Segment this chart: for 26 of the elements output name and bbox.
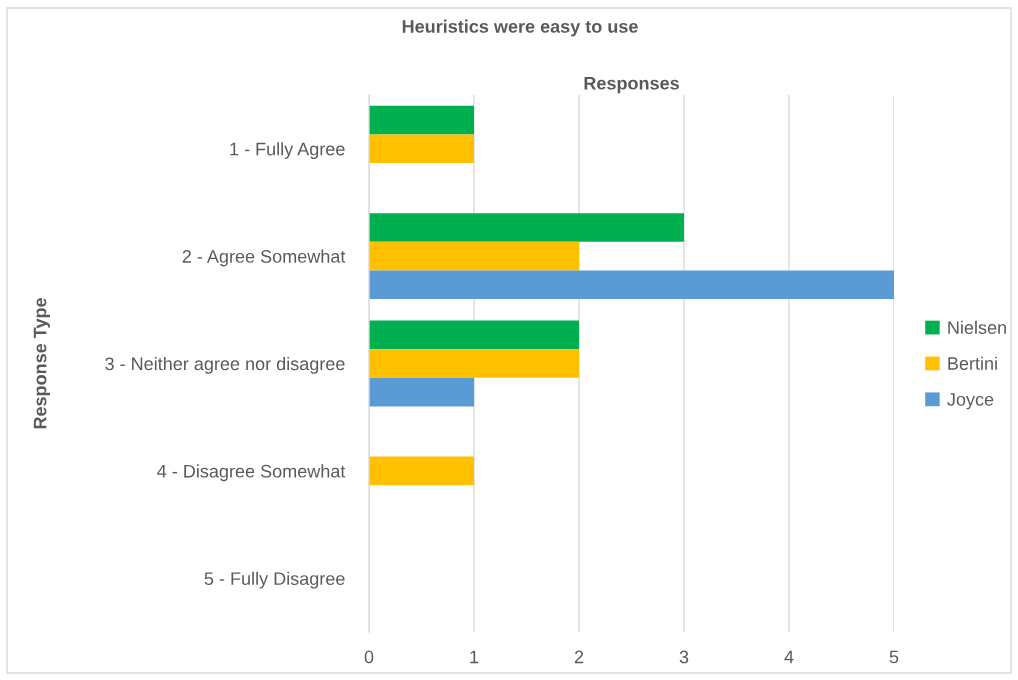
legend-label: Nielsen xyxy=(948,320,1006,335)
y-tick-label: 4 - Disagree Somewhat xyxy=(157,464,346,482)
chart-title: Heuristics were easy to use xyxy=(402,19,638,37)
y-axis-title: Response Type xyxy=(33,298,50,429)
bar xyxy=(369,134,474,164)
x-axis-title: Responses xyxy=(584,77,679,94)
bar xyxy=(369,213,684,242)
bar xyxy=(369,241,579,271)
legend-label: Bertini xyxy=(948,356,997,370)
x-tick-label: 3 xyxy=(679,650,689,664)
legend-label: Joyce xyxy=(947,393,994,410)
y-tick-label: 3 - Neither agree nor disagree xyxy=(105,356,345,374)
x-tick-label: 2 xyxy=(574,650,584,664)
bar xyxy=(369,320,579,350)
x-tick-label: 5 xyxy=(889,650,899,664)
bar xyxy=(369,456,474,486)
bar xyxy=(369,270,894,300)
bar xyxy=(369,349,579,378)
x-tick-label: 1 xyxy=(470,650,479,664)
x-tick-label: 4 xyxy=(784,650,794,664)
y-tick-label: 2 - Agree Somewhat xyxy=(182,249,346,267)
bar xyxy=(369,105,474,135)
y-tick-label: 1 - Fully Agree xyxy=(230,142,345,159)
bar xyxy=(369,377,474,407)
y-tick-label: 5 - Fully Disagree xyxy=(204,571,345,589)
x-tick-label: 0 xyxy=(364,650,374,664)
